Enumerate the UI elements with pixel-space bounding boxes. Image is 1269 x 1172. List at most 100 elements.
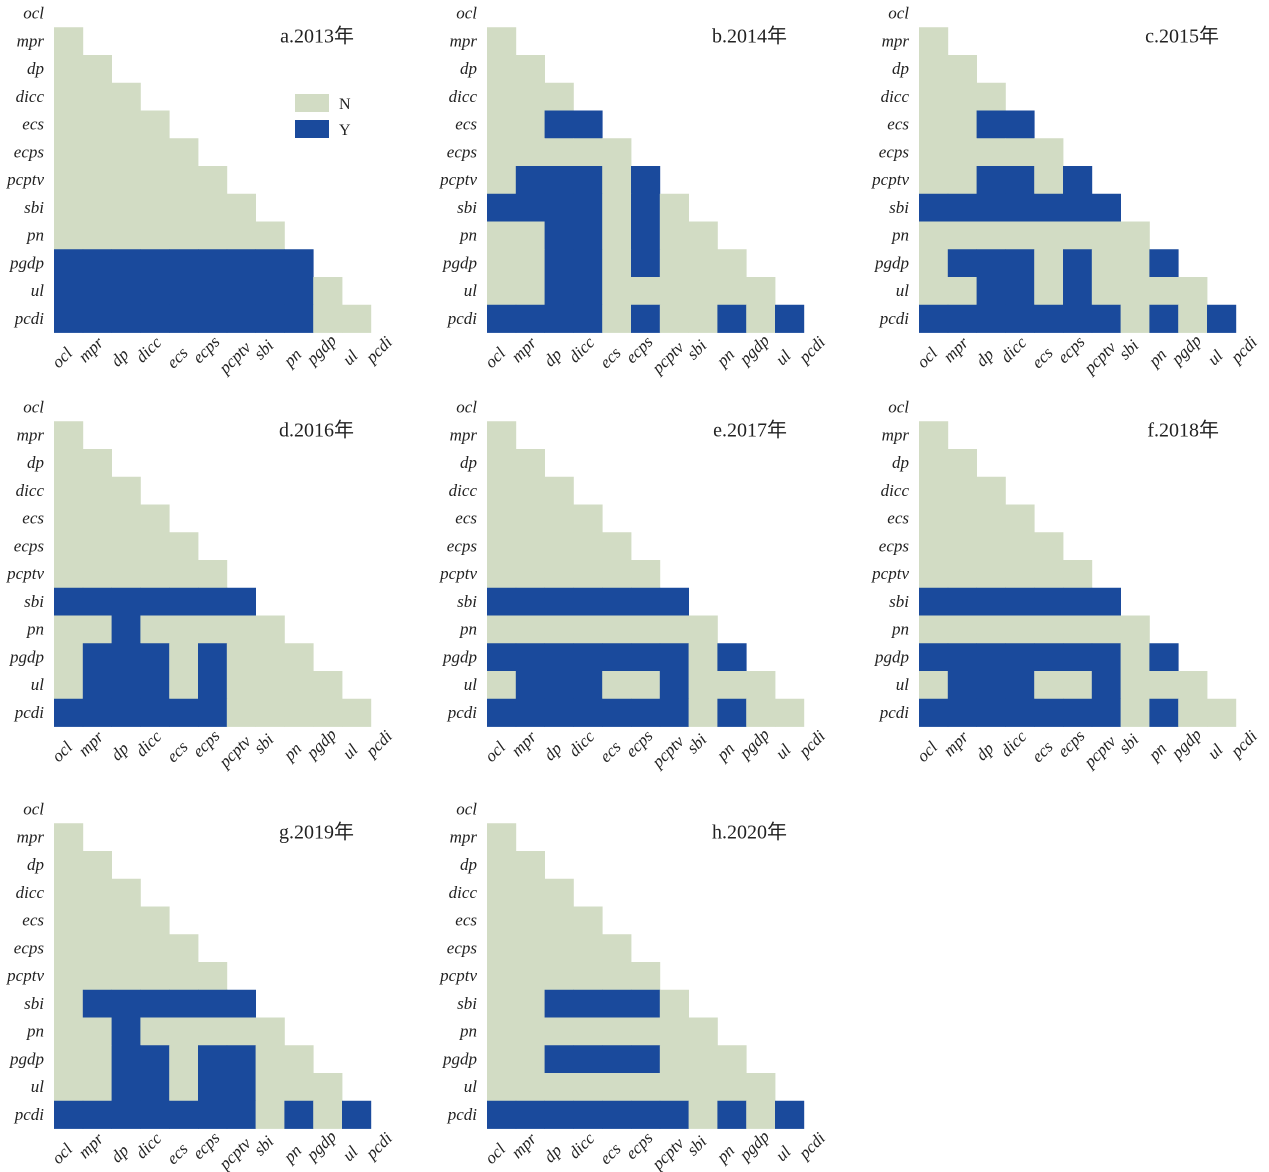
heatmap-cell-dicc-ocl [919,476,949,505]
heatmap-cell-sbi-pcptv [226,989,256,1018]
row-label: ecs [455,115,477,134]
heatmap-cell-ul-ecps [198,1073,228,1102]
heatmap-cell-pcdi-dicc [573,698,603,727]
row-label: sbi [24,994,44,1013]
heatmap-panel: oclmprdpdiccecsecpspcptvsbipnpgdpulpcdio… [871,398,1261,773]
heatmap-cell-ul-sbi [688,1073,718,1102]
heatmap-cell-ecs-dicc [1005,110,1035,139]
heatmap-cell-pcdi-mpr [82,1100,112,1129]
heatmap-cell-pcptv-ecs [169,962,199,991]
heatmap-cell-sbi-ecps [198,193,228,222]
heatmap-cell-ecps-ecs [602,934,632,963]
row-label: ecs [22,911,44,930]
column-label: pcdi [794,1128,829,1163]
heatmap-cell-pn-sbi [688,221,718,250]
heatmap-cell-ul-dp [976,277,1006,306]
heatmap-cell-pcdi-ecs [1034,304,1064,333]
heatmap-cell-pn-dp [976,615,1006,644]
row-label: ecps [14,142,45,161]
column-label: dicc [997,333,1031,367]
heatmap-panel: oclmprdpdiccecsecpspcptvsbipnpgdpulpcdio… [6,398,396,773]
heatmap-cell-dicc-mpr [82,476,112,505]
heatmap-cell-dicc-mpr [515,476,545,505]
row-label: ecps [447,938,478,957]
row-label: ocl [23,398,44,417]
column-label: dp [107,1141,132,1166]
column-label: mpr [508,333,541,366]
row-label: pcptv [871,170,909,189]
heatmap-cell-dicc-dp [111,878,141,907]
row-label: sbi [457,994,477,1013]
heatmap-cell-ul-ecps [198,671,228,700]
heatmap-cell-sbi-dp [976,587,1006,616]
heatmap-cell-ecs-dp [544,906,574,935]
heatmap-cell-pcdi-ecps [631,698,661,727]
heatmap-cell-pgdp-mpr [947,249,977,278]
heatmap-cell-pgdp-ecps [1063,643,1093,672]
heatmap-cell-mpr-ocl [54,823,84,852]
column-label: ocl [913,343,941,371]
column-label: pgdp [735,1127,773,1165]
heatmap-cell-ul-pgdp [1178,671,1208,700]
heatmap-cell-dicc-mpr [82,82,112,111]
heatmap-cell-pgdp-pn [284,249,314,278]
heatmap-cell-ecs-dp [544,504,574,533]
heatmap-cell-ecps-dicc [140,934,170,963]
row-label: pcdi [14,703,45,722]
heatmap-cell-pn-dicc [573,615,603,644]
heatmap-cell-pcdi-ecs [602,698,632,727]
heatmap-cell-pn-sbi [255,1017,285,1046]
column-label: mpr [940,333,973,366]
heatmap-cell-ul-pgdp [313,277,343,306]
heatmap-cell-pcdi-dicc [140,698,170,727]
heatmap-cell-pgdp-dp [976,249,1006,278]
heatmap-cell-ul-ecs [169,1073,199,1102]
heatmap-cell-pn-ocl [54,221,84,250]
heatmap-cell-pcptv-dicc [140,560,170,589]
heatmap-cell-ul-pn [284,671,314,700]
row-label: ecps [447,536,478,555]
heatmap-cell-pgdp-mpr [82,249,112,278]
heatmap-cell-ecps-ocl [54,934,84,963]
heatmap-cell-pn-sbi [255,615,285,644]
heatmap-cell-dp-ocl [919,449,949,478]
heatmap-cell-ecps-ecs [1034,138,1064,167]
heatmap-cell-pcdi-ul [1207,304,1237,333]
panel-title: b.2014年 [712,25,787,48]
heatmap-cell-pcdi-pcptv [226,1100,256,1129]
heatmap-cell-sbi-mpr [82,587,112,616]
heatmap-cell-sbi-dicc [573,587,603,616]
heatmap-cell-ul-sbi [255,277,285,306]
heatmap-cell-dp-mpr [82,449,112,478]
heatmap-cell-pgdp-ocl [487,1045,517,1074]
heatmap-cell-pcdi-ul [775,1100,805,1129]
row-label: sbi [24,198,44,217]
heatmap-cell-ul-dicc [573,277,603,306]
row-label: pcptv [439,564,477,583]
heatmap-cell-ul-mpr [82,277,112,306]
heatmap-cell-pcptv-dp [111,166,141,195]
heatmap-cell-ul-ecps [631,671,661,700]
heatmap-cell-pn-pcptv [1091,221,1121,250]
heatmap-cell-sbi-pcptv [226,587,256,616]
heatmap-cell-pcdi-pgdp [746,304,776,333]
heatmap-cell-pn-mpr [515,615,545,644]
heatmap-cell-dp-ocl [919,55,949,84]
heatmap-cell-sbi-dp [544,989,574,1018]
row-label: ecs [455,911,477,930]
row-label: ul [31,675,45,694]
heatmap-cell-ul-sbi [255,1073,285,1102]
heatmap-cell-mpr-ocl [487,823,517,852]
row-label: ecps [14,938,45,957]
heatmap-cell-ecs-dp [111,906,141,935]
heatmap-cell-ecs-dp [111,504,141,533]
heatmap-cell-pcdi-mpr [947,304,977,333]
heatmap-cell-pn-ocl [54,615,84,644]
heatmap-cell-pgdp-pn [1149,249,1179,278]
heatmap-cell-sbi-ecps [1063,587,1093,616]
heatmap-cell-pcdi-dicc [1005,698,1035,727]
heatmap-cell-pcdi-dp [544,698,574,727]
heatmap-cell-pcptv-ocl [54,962,84,991]
heatmap-cell-pgdp-ecs [602,1045,632,1074]
heatmap-cell-mpr-ocl [54,421,84,450]
